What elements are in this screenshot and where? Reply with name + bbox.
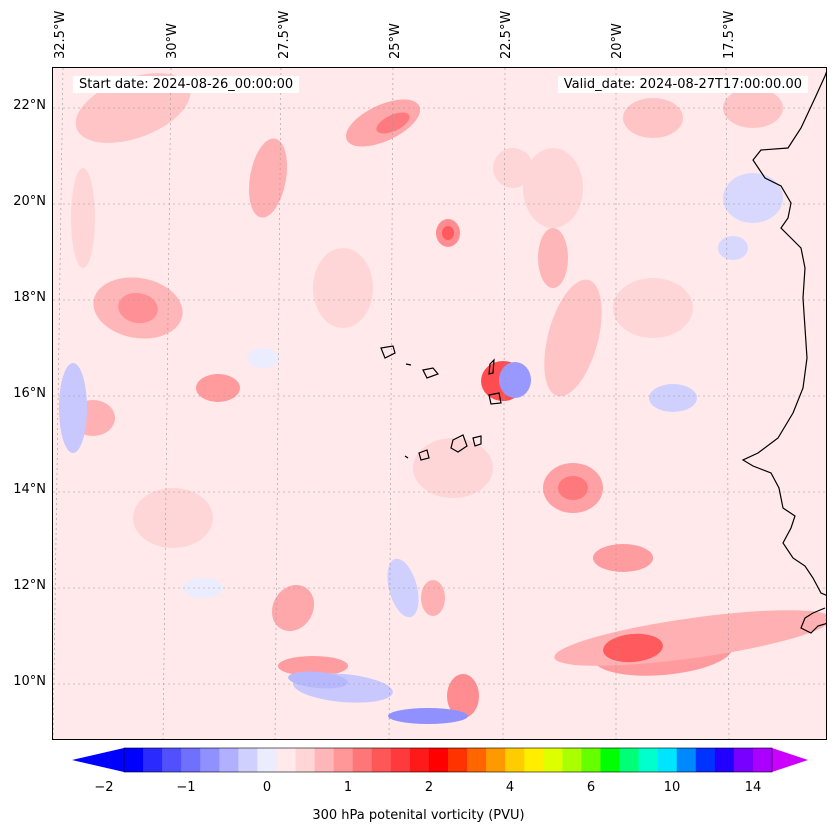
pv-contour-blob — [271, 584, 315, 632]
colorbar-cell — [314, 748, 335, 772]
colorbar-cell — [238, 748, 258, 772]
lon-label-30w: 30°W — [165, 23, 180, 59]
colorbar-tick-6: 6 — [586, 780, 596, 795]
pv-contour-blob — [603, 633, 663, 663]
colorbar-cell — [200, 748, 220, 772]
pv-contour-blob — [313, 248, 373, 328]
colorbar-label: 300 hPa potenital vorticity (PVU) — [312, 808, 525, 823]
pv-contour-blob — [649, 384, 697, 412]
pv-contour-blob — [442, 226, 454, 240]
colorbar-cell — [752, 748, 773, 772]
colorbar-cell — [505, 748, 525, 772]
lat-label-20n: 20°N — [13, 194, 46, 209]
pv-contour-blob — [544, 279, 602, 397]
pv-contour-blob — [248, 138, 288, 218]
colorbar-tick-2: 2 — [424, 780, 434, 795]
pv-contour-blob — [196, 374, 240, 402]
colorbar-cell — [714, 748, 735, 772]
lon-label-17-5w: 17.5°W — [722, 10, 737, 59]
colorbar-extend-low — [72, 748, 124, 772]
colorbar-cell — [409, 748, 430, 772]
lat-label-12n: 12°N — [13, 578, 46, 593]
graticule-lines — [53, 68, 826, 739]
colorbar-cell — [333, 748, 354, 772]
pv-contour-blob — [133, 488, 213, 548]
colorbar-cell — [390, 748, 411, 772]
start-date-label: Start date: 2024-08-26_00:00:00 — [73, 76, 300, 93]
lat-label-18n: 18°N — [13, 290, 46, 305]
pv-contour-blob — [723, 173, 783, 223]
colorbar-cell — [352, 748, 373, 772]
colorbar-tick-minus1: −1 — [176, 780, 196, 795]
lat-label-22n: 22°N — [13, 98, 46, 113]
colorbar-tick-14: 14 — [744, 780, 762, 795]
colorbar-cell — [257, 748, 277, 772]
lon-label-25w: 25°W — [388, 23, 403, 59]
colorbar-cell — [486, 748, 506, 772]
pv-contour-blob — [59, 363, 87, 453]
pv-contour-blob — [623, 98, 683, 138]
pv-contour-blob — [388, 708, 468, 724]
pv-contour-blob — [376, 112, 410, 134]
colorbar-tick-4: 4 — [505, 780, 515, 795]
pv-contour-blob — [493, 148, 533, 188]
valid-date-label: Valid_date: 2024-08-27T17:00:00.00 — [557, 76, 808, 93]
colorbar-cell — [162, 748, 182, 772]
colorbar-cell — [676, 748, 697, 772]
lon-label-22-5w: 22.5°W — [499, 10, 514, 59]
pv-contour-blob — [538, 228, 568, 288]
colorbar-cell — [181, 748, 201, 772]
colorbar-cell — [143, 748, 163, 772]
pv-contour-blob — [118, 292, 158, 324]
colorbar-extend-high — [772, 748, 808, 772]
colorbar-cell — [467, 748, 487, 772]
lon-label-32-5w: 32.5°W — [53, 10, 68, 59]
colorbar-cell — [219, 748, 239, 772]
colorbar-cell — [600, 748, 621, 772]
map-panel: Start date: 2024-08-26_00:00:00 Valid_da… — [52, 67, 827, 740]
colorbar-cell — [562, 748, 582, 772]
colorbar-tick-0: 0 — [262, 780, 272, 795]
pv-contour-blob — [247, 348, 279, 368]
colorbar-tick-minus2: −2 — [94, 780, 114, 795]
colorbar-cell — [371, 748, 392, 772]
colorbar-cell — [581, 748, 601, 772]
colorbar-cell — [124, 748, 144, 772]
pv-map — [53, 68, 826, 739]
pv-contour-blob — [523, 148, 583, 228]
pv-contour-blob — [718, 236, 748, 260]
colorbar — [72, 747, 808, 773]
colorbar-cell — [695, 748, 716, 772]
colorbar-cell — [733, 748, 754, 772]
pv-contour-blob — [613, 278, 693, 338]
pv-contour-blob — [421, 580, 445, 616]
pv-contour-blob — [71, 168, 95, 268]
colorbar-cell — [543, 748, 563, 772]
pv-contour-blob — [447, 674, 479, 718]
colorbar-cell — [619, 748, 640, 772]
colorbar-cells — [124, 748, 773, 772]
colorbar-tick-10: 10 — [663, 780, 681, 795]
pv-contour-blob — [278, 656, 348, 676]
pv-contour-blob — [558, 476, 588, 500]
colorbar-tick-1: 1 — [343, 780, 353, 795]
pv-contour-blob — [593, 544, 653, 572]
lon-label-27-5w: 27.5°W — [277, 10, 292, 59]
colorbar-cell — [295, 748, 316, 772]
lat-label-14n: 14°N — [13, 482, 46, 497]
pv-contour-field — [59, 73, 826, 724]
colorbar-cell — [657, 748, 678, 772]
lon-label-20w: 20°W — [610, 23, 625, 59]
lat-label-10n: 10°N — [13, 674, 46, 689]
coastline — [380, 71, 826, 634]
pv-contour-blob — [413, 438, 493, 498]
pv-contour-blob — [499, 362, 531, 398]
colorbar-cell — [428, 748, 449, 772]
lat-label-16n: 16°N — [13, 386, 46, 401]
colorbar-cell — [638, 748, 659, 772]
colorbar-cell — [276, 748, 297, 772]
colorbar-cell — [524, 748, 544, 772]
colorbar-cell — [448, 748, 468, 772]
